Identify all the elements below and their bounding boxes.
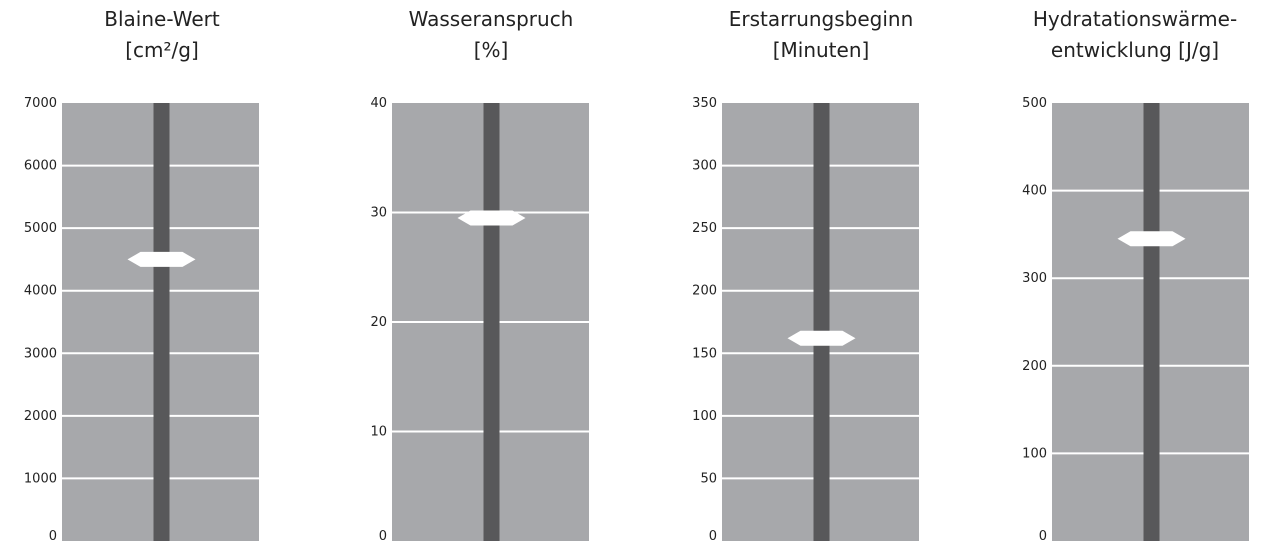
chart-2-bar: [483, 103, 500, 541]
chart-2-tick-label: 0: [379, 529, 387, 541]
chart-3-title: Erstarrungsbeginn [Minuten]: [686, 4, 956, 66]
chart-2-tick-label: 40: [370, 96, 387, 111]
chart-2-value-marker: [457, 210, 526, 226]
chart-2-tick-label: 10: [370, 425, 387, 440]
chart-1-tick-label: 5000: [24, 221, 57, 236]
chart-1-tick-label: 4000: [24, 284, 57, 299]
chart-2-title: Wasseranspruch [%]: [356, 4, 626, 66]
chart-1-tick-label: 3000: [24, 346, 57, 361]
chart-3-title-line2: [Minuten]: [772, 38, 870, 62]
chart-1-title-line1: Blaine-Wert: [104, 7, 220, 31]
chart-2-title-line1: Wasseranspruch: [408, 7, 574, 31]
chart-3-title-line1: Erstarrungsbeginn: [728, 7, 914, 31]
chart-1-tick-label: 0: [49, 529, 57, 541]
chart-3-value-marker: [787, 330, 856, 346]
chart-1-tick-label: 2000: [24, 409, 57, 424]
chart-2-title-line2: [%]: [473, 38, 509, 62]
chart-2-tick-label: 20: [370, 315, 387, 330]
chart-2-tick-label: 30: [370, 206, 387, 221]
chart-4-tick-label: 100: [1022, 446, 1047, 461]
chart-4-tick-label: 500: [1022, 96, 1047, 111]
chart-4-title-line2: entwicklung [J/g]: [1050, 38, 1220, 62]
chart-4-tick-label: 200: [1022, 359, 1047, 374]
chart-3-tick-label: 200: [692, 284, 717, 299]
chart-1-bar: [153, 103, 170, 541]
chart-1-tick-label: 6000: [24, 159, 57, 174]
chart-1-tick-label: 1000: [24, 471, 57, 486]
chart-4-tick-label: 0: [1039, 529, 1047, 541]
chart-3-bar: [813, 103, 830, 541]
chart-4-value-marker: [1117, 231, 1186, 247]
chart-3-tick-label: 100: [692, 409, 717, 424]
chart-4-bar: [1143, 103, 1160, 541]
chart-1-value-marker: [127, 251, 196, 267]
chart-3-tick-label: 250: [692, 221, 717, 236]
chart-3-tick-label: 50: [700, 471, 717, 486]
chart-3-tick-label: 150: [692, 346, 717, 361]
chart-1-title: Blaine-Wert [cm²/g]: [27, 4, 297, 66]
chart-3-tick-label: 350: [692, 96, 717, 111]
chart-3-tick-label: 300: [692, 159, 717, 174]
chart-4-tick-label: 300: [1022, 271, 1047, 286]
chart-3-tick-label: 0: [709, 529, 717, 541]
chart-1-tick-label: 7000: [24, 96, 57, 111]
chart-4-title: Hydratationswärme- entwicklung [J/g]: [1000, 4, 1267, 66]
chart-4-title-line1: Hydratationswärme-: [1032, 7, 1238, 31]
chart-1-title-line2: [cm²/g]: [125, 38, 199, 62]
chart-4-tick-label: 400: [1022, 184, 1047, 199]
